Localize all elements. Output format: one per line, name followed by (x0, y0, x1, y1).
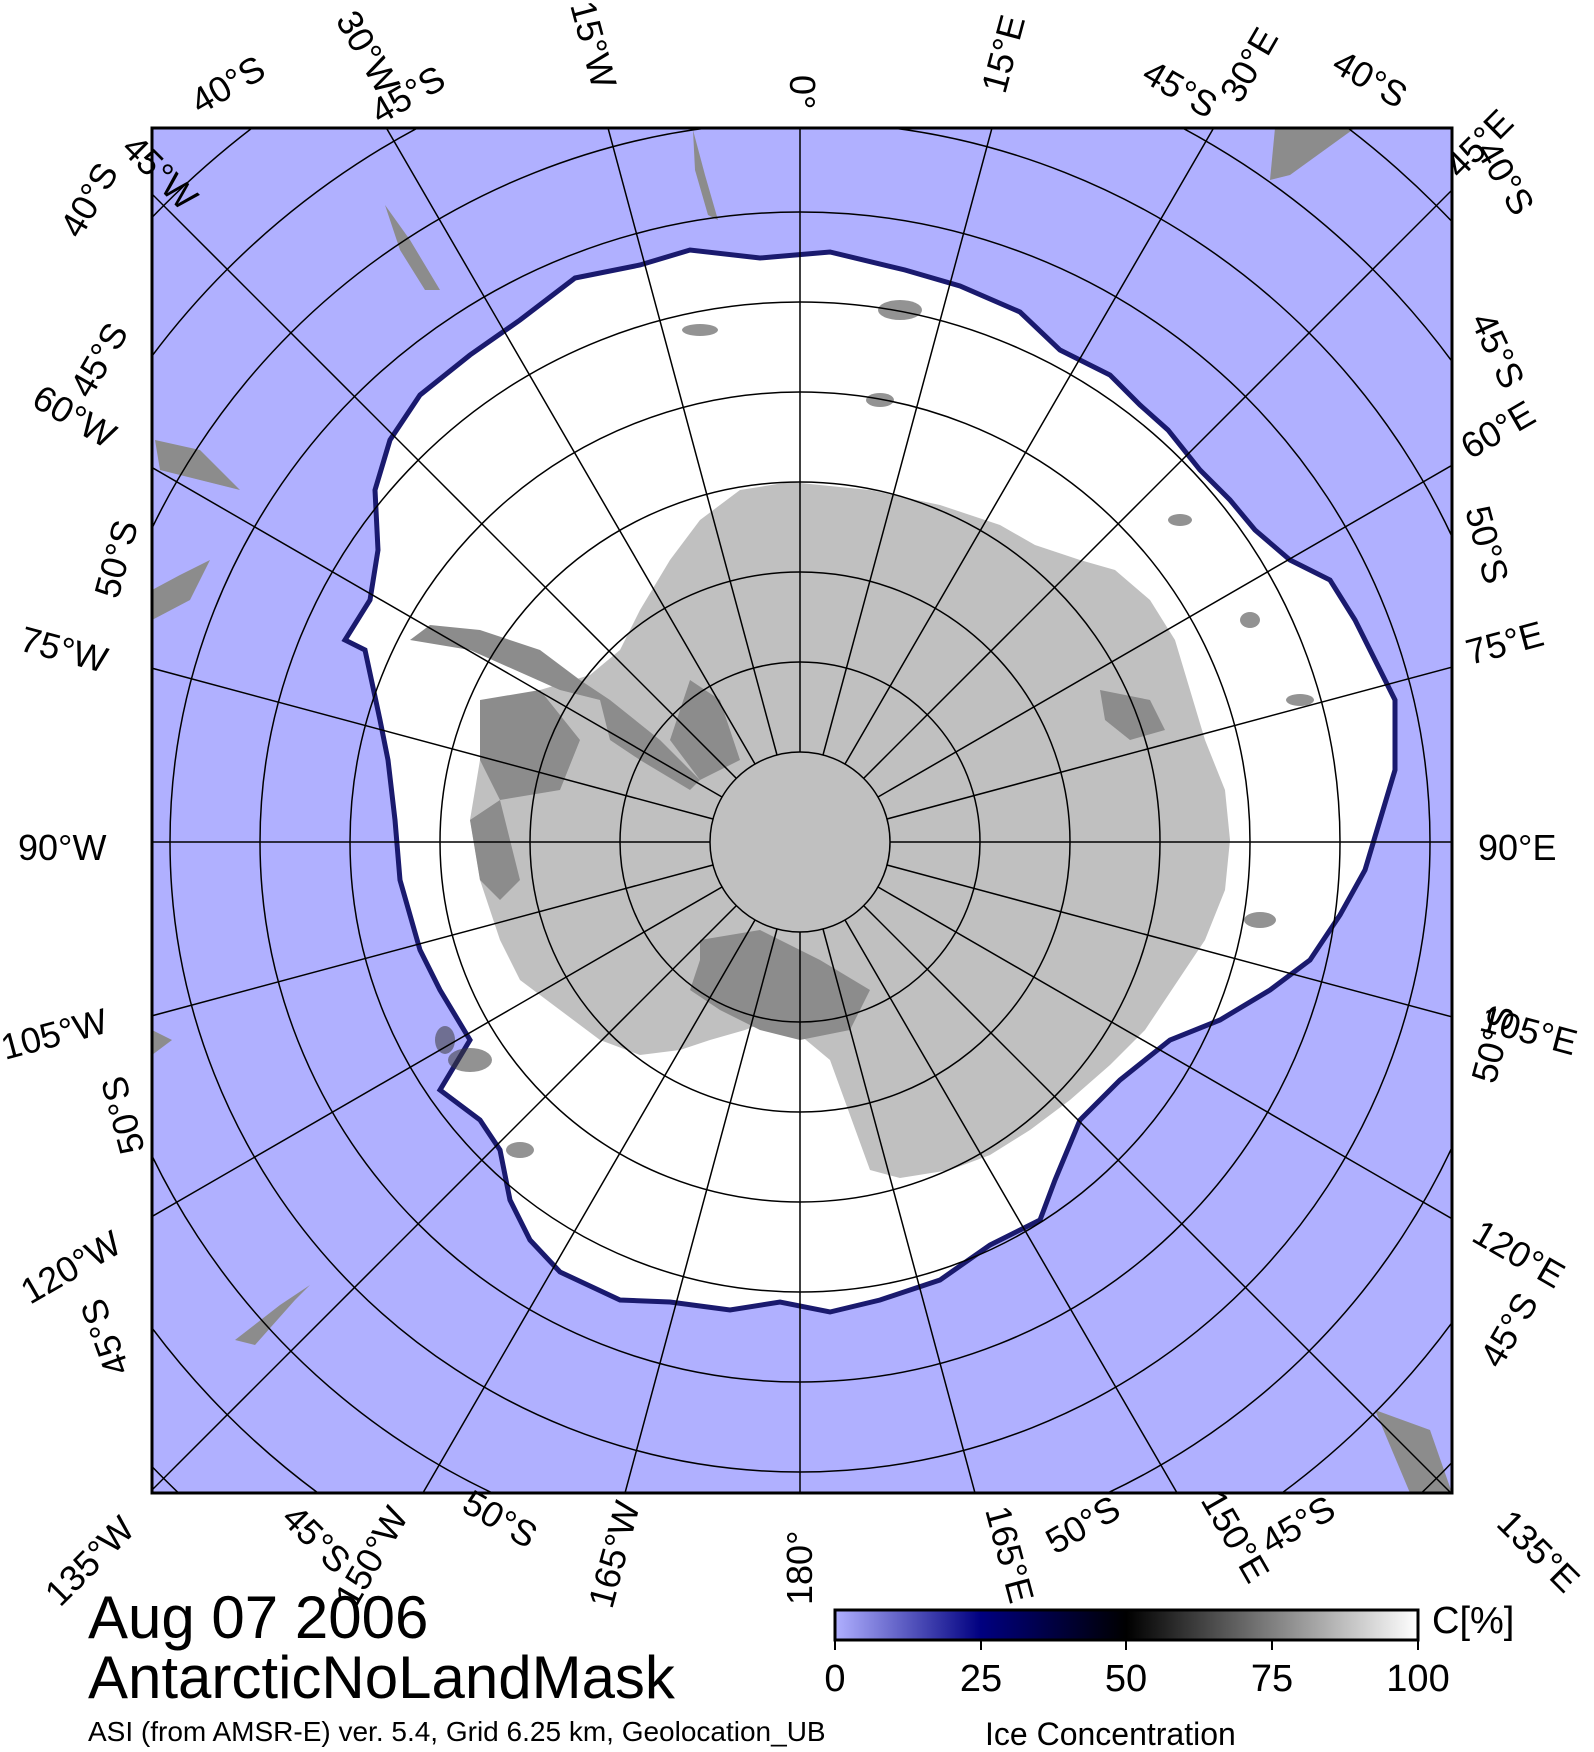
meridian-label: 135°E (1489, 1502, 1588, 1601)
colorbar-tick-label: 100 (1386, 1658, 1450, 1700)
meridian-label: 15°W (562, 0, 624, 92)
latitude-label: 50°S (1039, 1487, 1127, 1562)
latitude-label: 45°S (1136, 51, 1224, 126)
map-subtitle: ASI (from AMSR-E) ver. 5.4, Grid 6.25 km… (88, 1716, 826, 1747)
colorbar-tick-label: 0 (824, 1658, 846, 1700)
latitude-label: 40°S (184, 47, 272, 122)
meridian-label: 15°E (973, 11, 1033, 97)
meridian-label: 90°W (18, 827, 106, 868)
latitude-label: 50°S (1463, 1001, 1523, 1087)
latitude-label: 50°S (86, 516, 146, 602)
ice-shelves (410, 625, 1165, 1040)
map-region: AntarcticNoLandMask (88, 1644, 675, 1711)
islands (152, 128, 1452, 1493)
latitude-label: 40°S (1326, 41, 1414, 116)
latitude-label: 45°S (1254, 1487, 1342, 1562)
meridian-label: 75°W (16, 618, 112, 680)
latitude-label: 50°S (1457, 501, 1517, 587)
colorbar-unit: C[%] (1432, 1600, 1515, 1642)
latitude-label: 45°S (61, 316, 136, 404)
map-frame (150, 126, 1454, 1495)
meridian-label: 60°E (1454, 392, 1542, 467)
colorbar-tick-label: 25 (959, 1658, 1003, 1700)
meridian-label: 75°E (1461, 613, 1547, 673)
meridian-label: 180° (779, 1531, 820, 1605)
latitude-label: 45°S (1471, 1286, 1546, 1374)
meridian-label: 120°E (1466, 1211, 1572, 1296)
colorbar (833, 1608, 1420, 1642)
meridian-label: 165°W (580, 1497, 648, 1612)
meridian-label: 0° (782, 75, 823, 109)
colorbar-ticks (834, 1640, 1419, 1650)
latitude-label: 40°S (1468, 134, 1543, 222)
latitude-label: 45°S (72, 1294, 137, 1382)
meridian-label: 165°E (977, 1501, 1042, 1607)
latitude-label: 40°S (51, 156, 126, 244)
colorbar-tick-label: 75 (1250, 1658, 1294, 1700)
latitude-label: 50°S (93, 1072, 153, 1158)
meridian-label: 30°E (1211, 21, 1286, 109)
map-date: Aug 07 2006 (88, 1584, 429, 1651)
meridian-label: 105°W (0, 1000, 112, 1068)
latitude-label: 45°S (1463, 306, 1533, 394)
colorbar-title: Ice Concentration (985, 1716, 1236, 1752)
antarctic-land (470, 482, 1230, 1178)
colorbar-tick-label: 50 (1104, 1658, 1148, 1700)
meridian-label: 90°E (1478, 827, 1556, 868)
